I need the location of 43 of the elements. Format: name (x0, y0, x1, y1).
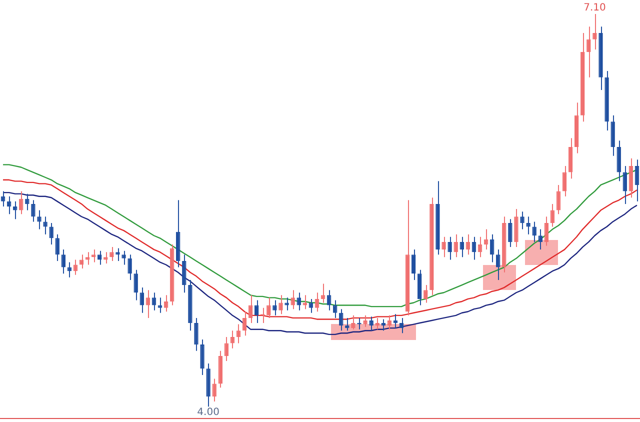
candlestick (363, 314, 368, 328)
candlestick (212, 378, 216, 402)
candlestick (182, 254, 186, 294)
candlestick (43, 216, 48, 235)
candlestick (320, 283, 326, 304)
candlestick (448, 236, 452, 260)
candlestick (508, 218, 512, 248)
candlestick (290, 290, 295, 310)
candlestick (586, 26, 591, 78)
candlestick (351, 314, 356, 330)
candlestick (134, 269, 138, 301)
candlestick (544, 216, 549, 246)
candlestick (375, 317, 380, 330)
candlestick (236, 324, 241, 344)
candlestick (55, 234, 60, 262)
candlestick (538, 228, 542, 250)
candlestick (200, 338, 204, 376)
candlestick (49, 222, 54, 245)
candlestick (520, 211, 524, 230)
candlestick (411, 249, 416, 280)
candlestick (104, 252, 108, 264)
candlestick (110, 246, 114, 262)
annotation: 4.00 (197, 407, 220, 418)
candlestick (592, 14, 597, 50)
candlestick (37, 210, 42, 230)
candlestick (272, 300, 277, 316)
candlestick (128, 254, 132, 280)
candlestick (345, 317, 350, 332)
candlestick (424, 284, 428, 304)
candlestick (25, 193, 30, 211)
annotation: 7.10 (584, 2, 606, 14)
candlestick (116, 248, 120, 262)
candlestick (122, 250, 126, 266)
candlestick (634, 159, 640, 202)
candlestick (194, 317, 198, 352)
candlestick (532, 221, 536, 242)
candlestick (442, 236, 446, 258)
candlestick (31, 200, 36, 222)
candlestick (369, 316, 374, 332)
candlestick (454, 234, 458, 258)
candlestick (266, 297, 271, 318)
candlestick (526, 216, 530, 235)
candlestick (278, 294, 283, 315)
